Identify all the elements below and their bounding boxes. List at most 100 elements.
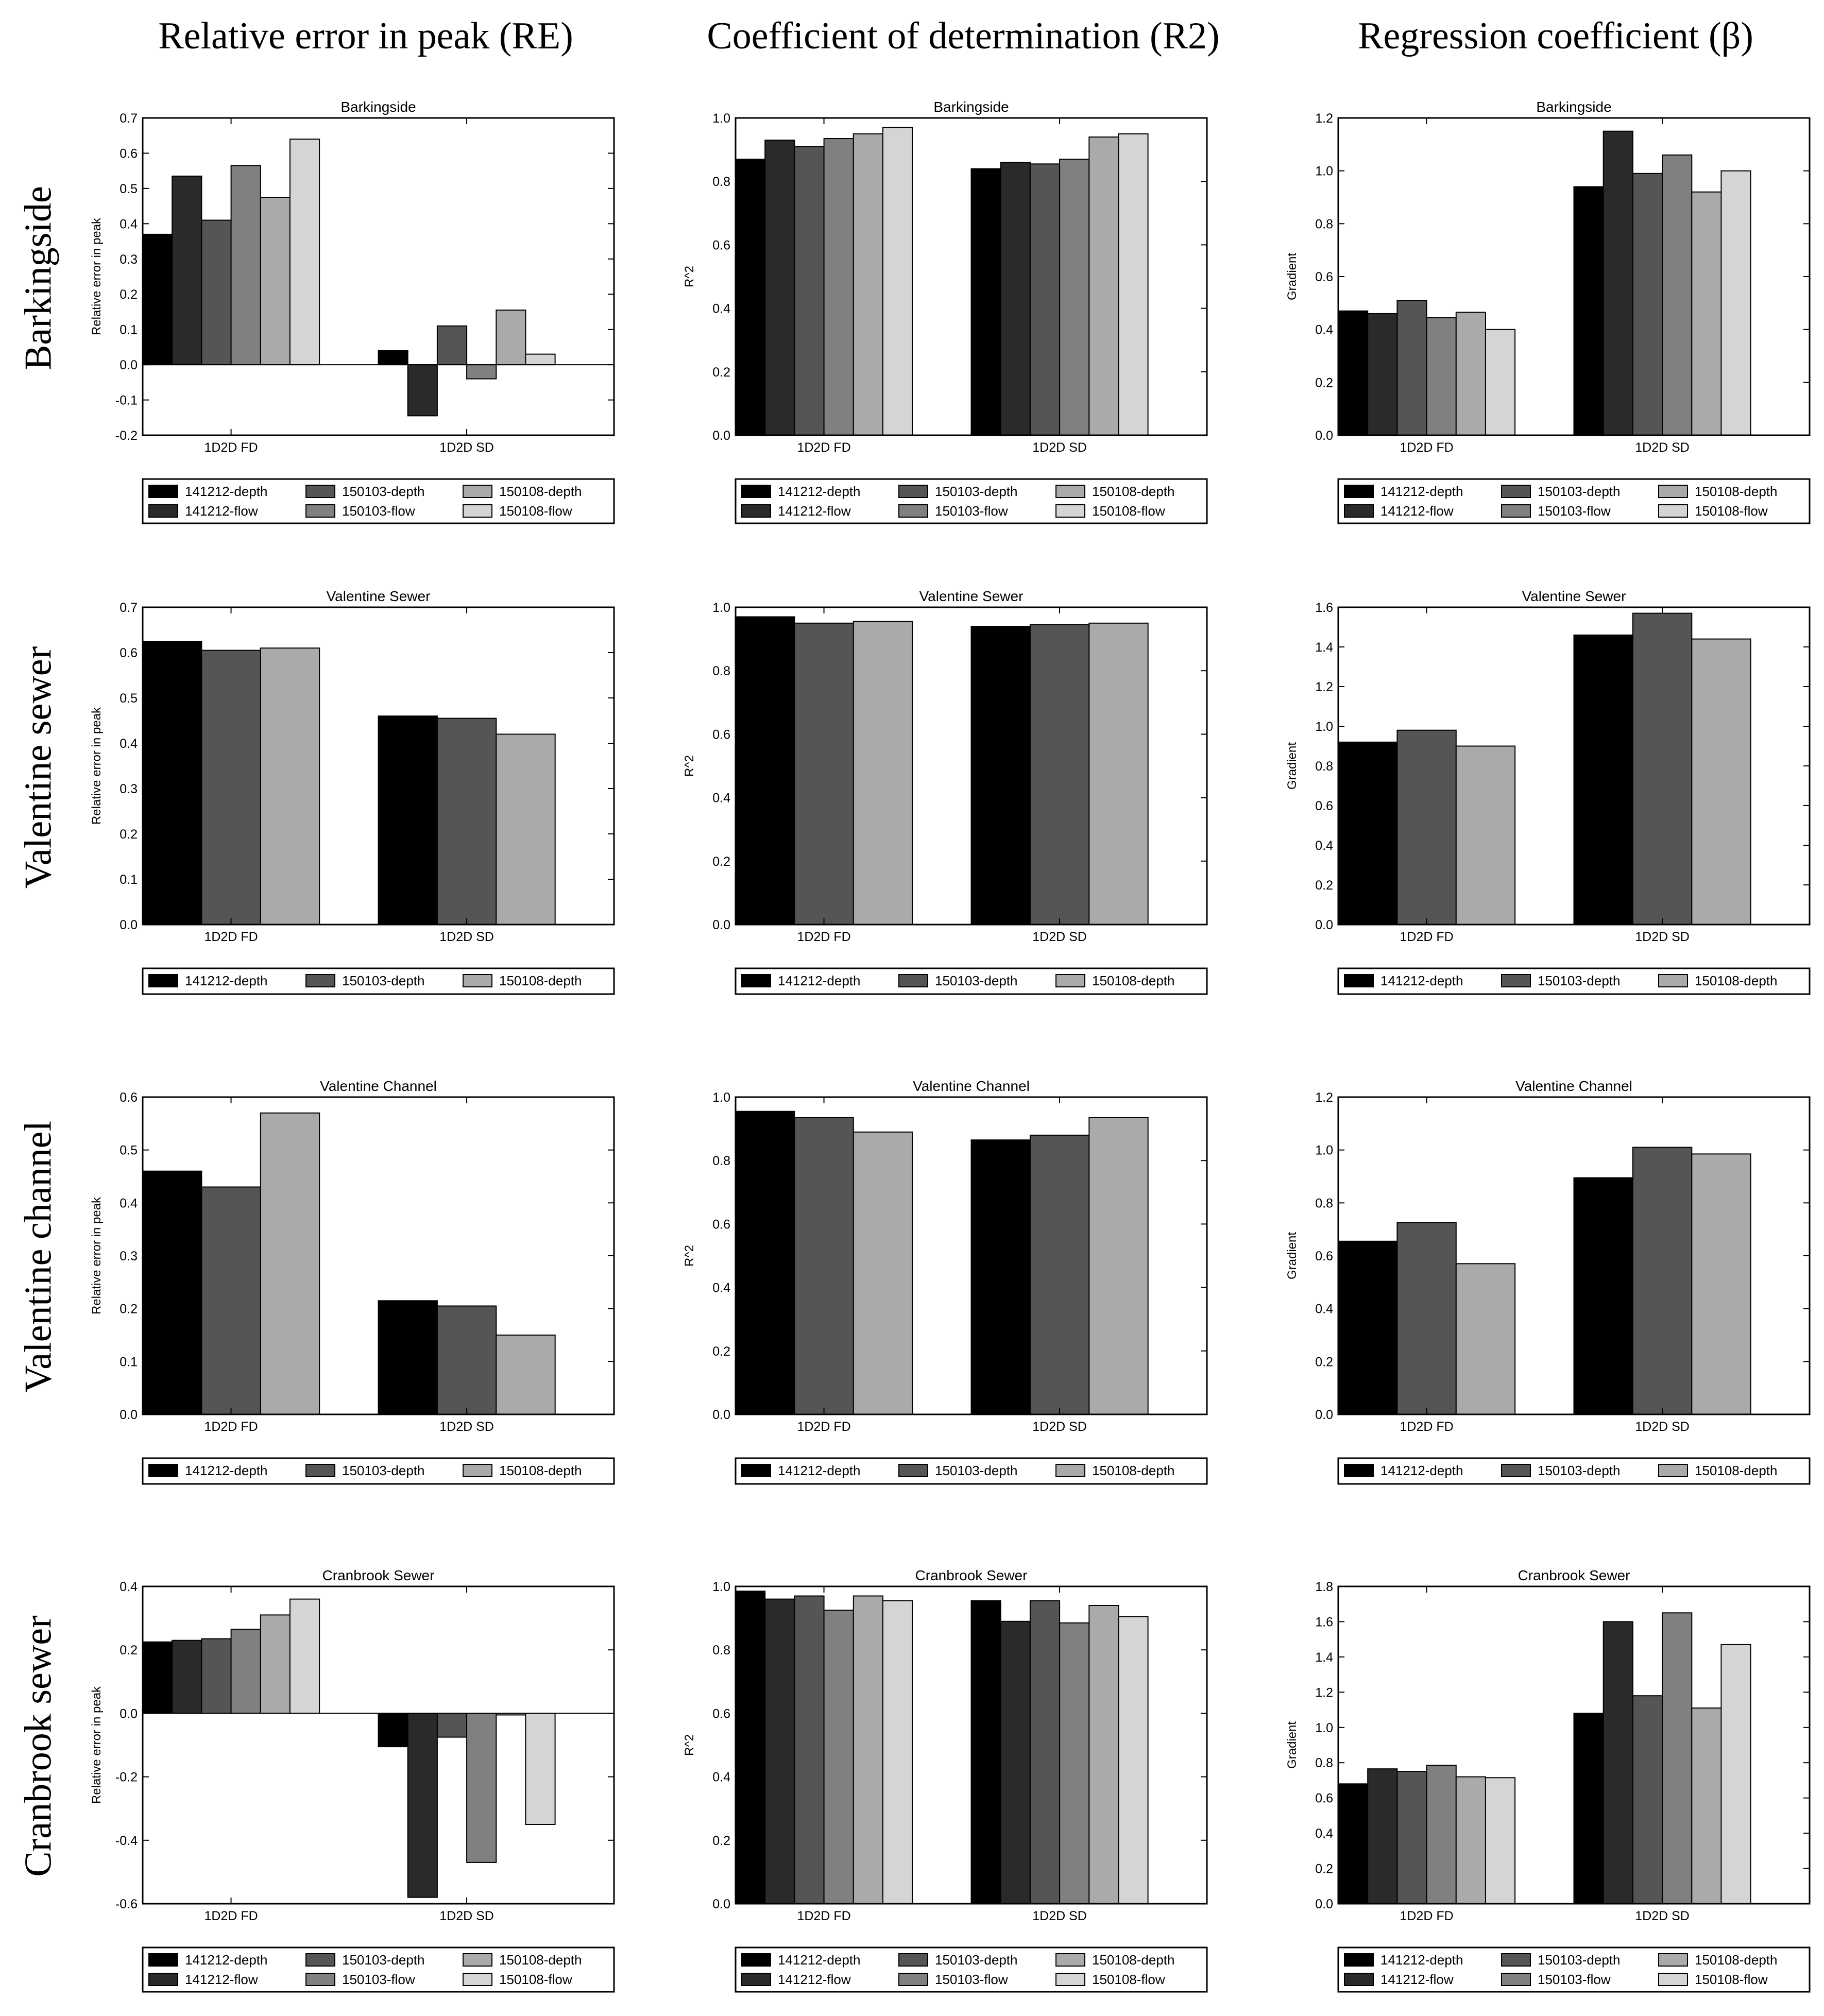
chart-title: Cranbrook Sewer <box>1518 1567 1630 1583</box>
bar-141212-depth-sd <box>970 626 1031 925</box>
x-tick-label: 1D2D SD <box>1635 930 1690 944</box>
legend-swatch-150108-depth <box>1055 974 1085 987</box>
bar-150103-flow-fd <box>823 138 854 436</box>
legend-frame <box>735 478 1208 524</box>
bar-150108-depth-fd <box>853 1131 913 1415</box>
legend-label: 150103-depth <box>342 973 424 988</box>
y-tick-label: 0.0 <box>712 429 730 443</box>
legend-label: 141212-flow <box>1380 503 1454 519</box>
x-tick-label: 1D2D SD <box>439 1909 494 1923</box>
x-tick-label: 1D2D FD <box>1400 930 1453 944</box>
bar-141212-depth-fd <box>1338 741 1398 926</box>
legend-swatch-150108-depth <box>1055 1953 1085 1967</box>
legend-swatch-141212-depth <box>1344 485 1374 498</box>
bar-150108-depth-fd <box>1455 1263 1516 1415</box>
y-tick-label: 0.6 <box>120 646 138 660</box>
y-tick-label: 0.2 <box>712 1834 730 1848</box>
bar-141212-flow-fd <box>172 1639 202 1714</box>
y-tick-label: 0.4 <box>712 791 730 806</box>
bar-150103-depth-fd <box>201 650 261 925</box>
bar-141212-depth-sd <box>1573 1177 1633 1415</box>
y-tick-label: 0.4 <box>1315 839 1333 853</box>
x-tick-label: 1D2D SD <box>439 930 494 944</box>
y-tick-label: 0.2 <box>120 827 138 842</box>
bar-150108-depth-sd <box>1691 638 1751 925</box>
y-tick-label: 0.1 <box>120 1355 138 1369</box>
legend-label: 141212-depth <box>778 1463 860 1478</box>
legend: 141212-depth 150103-depth 150108-depth <box>735 1457 1208 1485</box>
bar-150108-flow-sd <box>1720 170 1751 436</box>
y-tick-label: 0.0 <box>1315 918 1333 932</box>
legend-swatch-150103-flow <box>305 1973 335 1986</box>
y-axis-label: Gradient <box>1285 742 1299 790</box>
legend: 141212-depth 141212-flow 150103-depth 15010… <box>142 478 615 524</box>
bar-141212-depth-sd <box>1573 634 1633 925</box>
chart-title: Valentine Channel <box>1515 1078 1632 1094</box>
x-tick-label: 1D2D SD <box>1032 930 1087 944</box>
bar-141212-flow-sd <box>1603 1621 1633 1904</box>
bar-150103-depth-sd <box>1029 1600 1061 1904</box>
legend-frame <box>1337 478 1811 524</box>
y-tick-label: 0.6 <box>1315 1791 1333 1806</box>
bar-141212-depth-sd <box>970 168 1001 436</box>
legend-frame <box>142 478 615 524</box>
bar-150108-depth-fd <box>853 133 884 436</box>
legend-label: 150108-depth <box>1695 1463 1777 1478</box>
legend-label: 150103-depth <box>935 1952 1017 1968</box>
bar-141212-depth-fd <box>1338 1783 1369 1905</box>
bar-150103-depth-fd <box>201 219 232 366</box>
legend-swatch-150103-depth <box>1501 1464 1531 1477</box>
bar-150108-depth-sd <box>496 733 556 926</box>
bar-150103-flow-sd <box>1662 154 1693 436</box>
bar-141212-flow-fd <box>172 175 202 366</box>
chart-2-2: Valentine Sewer 0.0 0.2 0.4 0.6 0.8 1.0 R^2 1D2D… <box>683 588 1208 995</box>
y-tick-label: 0.4 <box>120 217 138 231</box>
legend-swatch-150108-depth <box>1658 974 1688 987</box>
legend-label: 150108-depth <box>1695 973 1777 988</box>
legend-swatch-141212-flow <box>148 504 178 518</box>
legend-label: 150108-flow <box>499 503 572 519</box>
legend-swatch-150103-flow <box>898 1973 928 1986</box>
plot-frame <box>1337 1585 1811 1905</box>
y-tick-label: 1.2 <box>1315 1090 1333 1105</box>
legend-label: 150108-depth <box>499 484 582 499</box>
chart-title: Valentine Sewer <box>1522 588 1626 604</box>
legend-label: 150108-flow <box>1695 503 1768 519</box>
y-tick-label: 0.4 <box>1315 323 1333 337</box>
legend-swatch-150108-depth <box>1055 1464 1085 1477</box>
bar-150103-depth-sd <box>436 325 468 366</box>
y-tick-label: 1.2 <box>1315 1685 1333 1700</box>
bar-141212-depth-fd <box>735 616 795 925</box>
y-tick-label: 0.2 <box>1315 1862 1333 1876</box>
y-tick-label: 0.6 <box>712 238 730 252</box>
bar-150103-depth-sd <box>1029 1134 1090 1415</box>
x-tick-label: 1D2D SD <box>1635 1420 1690 1434</box>
bar-150108-flow-fd <box>882 1600 913 1904</box>
y-tick-label: 0.0 <box>120 358 138 372</box>
x-tick-label: 1D2D SD <box>1032 440 1087 455</box>
bar-150108-flow-sd <box>525 353 556 366</box>
bar-150103-depth-sd <box>1632 1695 1663 1904</box>
legend: 141212-depth 150103-depth 150108-depth <box>142 967 615 995</box>
chart-3-2: Valentine Channel 0.0 0.2 0.4 0.6 0.8 1.0 R^2 1D… <box>683 1078 1208 1485</box>
y-tick-label: 0.3 <box>120 782 138 796</box>
legend-swatch-150103-depth <box>898 1953 928 1967</box>
chart-3-3: Valentine Channel 0.0 0.2 0.4 0.6 0.8 1.0 1.2 Gr… <box>1285 1078 1811 1485</box>
x-tick-label: 1D2D FD <box>204 930 258 944</box>
legend-label: 141212-flow <box>185 1972 258 1987</box>
y-tick-label: 0.4 <box>712 302 730 316</box>
bar-141212-depth-sd <box>378 350 408 366</box>
y-tick-label: -0.1 <box>115 394 138 408</box>
legend-label: 141212-depth <box>778 484 860 499</box>
legend: 141212-depth 141212-flow 150103-depth 15010… <box>1337 478 1811 524</box>
y-tick-label: 0.8 <box>1315 1196 1333 1210</box>
bar-150108-depth-fd <box>1455 745 1516 925</box>
legend-label: 141212-flow <box>1380 1972 1454 1987</box>
bar-150103-flow-sd <box>1662 1612 1693 1905</box>
x-tick-label: 1D2D SD <box>439 1420 494 1434</box>
legend-swatch-141212-depth <box>148 974 178 987</box>
y-axis-label: Relative error in peak <box>90 1686 104 1804</box>
bar-150108-depth-sd <box>496 1335 556 1415</box>
bar-150108-depth-fd <box>260 1112 320 1415</box>
